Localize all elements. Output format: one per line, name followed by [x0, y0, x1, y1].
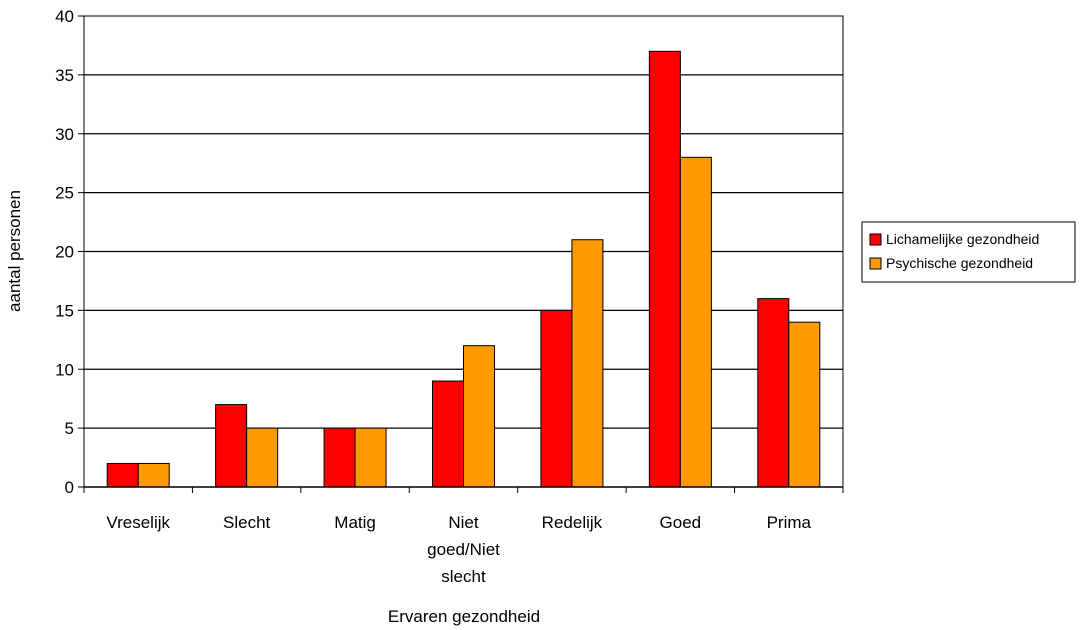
x-tick-labels: Vreselijk Slecht Matig Niet goed/Niet slecht R…: [106, 513, 811, 586]
bar-psychische: [788, 321, 821, 488]
y-tick-label: 35: [55, 66, 74, 85]
y-tick-label: 20: [55, 243, 74, 262]
legend-swatch: [869, 257, 882, 270]
bar-lichamelijke: [540, 309, 573, 488]
x-tick-label: Prima: [767, 513, 812, 532]
bar-psychische: [571, 239, 604, 488]
x-tick-label: Redelijk: [542, 513, 603, 532]
bar-psychische: [246, 427, 279, 488]
bar-lichamelijke: [757, 298, 790, 488]
y-tick-label: 10: [55, 360, 74, 379]
bar-lichamelijke: [215, 404, 248, 488]
bar-psychische: [137, 462, 170, 488]
legend-label: Lichamelijke gezondheid: [886, 231, 1039, 247]
x-tick-label: Goed: [660, 513, 702, 532]
bar-lichamelijke: [106, 462, 139, 488]
gridlines: [84, 74, 843, 429]
axes: [78, 15, 844, 493]
x-tick-label: Matig: [334, 513, 376, 532]
legend-swatch: [869, 233, 882, 246]
y-tick-label: 25: [55, 184, 74, 203]
bar-psychische: [354, 427, 387, 488]
legend: Lichamelijke gezondheid Psychische gezond…: [861, 221, 1076, 283]
bar-lichamelijke: [648, 50, 681, 488]
y-tick-label: 30: [55, 125, 74, 144]
bar-lichamelijke: [432, 380, 464, 488]
y-tick-label: 5: [65, 419, 74, 438]
bar-psychische: [463, 345, 495, 488]
y-axis-title: aantal personen: [5, 190, 24, 312]
y-tick-label: 15: [55, 301, 74, 320]
bar-psychische: [679, 156, 712, 488]
x-tick-label: Slecht: [223, 513, 271, 532]
bars: [106, 50, 821, 488]
bar-lichamelijke: [323, 427, 356, 488]
y-tick-labels: 0 5 10 15 20 25 30 35 40: [55, 7, 74, 497]
y-tick-label: 0: [65, 478, 74, 497]
legend-box: [861, 221, 1076, 283]
y-tick-label: 40: [55, 7, 74, 26]
legend-label: Psychische gezondheid: [886, 255, 1033, 271]
x-axis-title: Ervaren gezondheid: [388, 607, 540, 626]
x-tick-label: Niet goed/Niet slecht: [427, 513, 500, 586]
x-tick-label: Vreselijk: [106, 513, 170, 532]
